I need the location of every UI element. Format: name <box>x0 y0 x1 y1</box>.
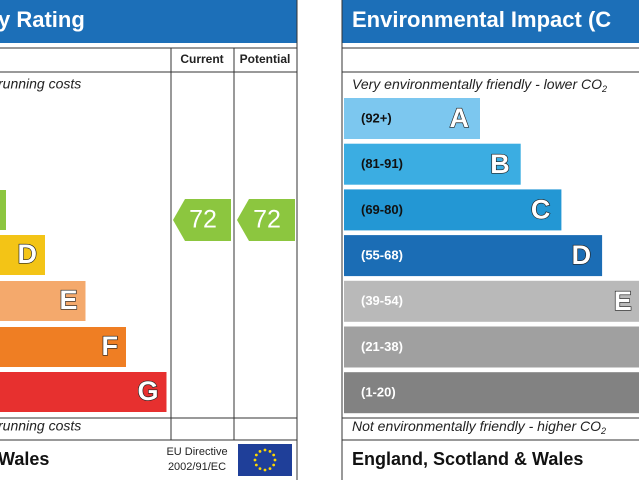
band-range: (92+) <box>361 110 392 125</box>
band-letter: C <box>531 195 551 225</box>
column-header: Current <box>180 52 223 66</box>
header-bar <box>342 0 639 43</box>
directive: EU Directive <box>166 446 227 458</box>
band-range: (39-54) <box>361 293 403 308</box>
potential-arrow <box>237 199 295 241</box>
band-letter: A <box>450 103 470 133</box>
env-band <box>344 189 562 231</box>
energy-band <box>0 281 86 321</box>
env-title: Environmental Impact (C <box>352 7 611 32</box>
top-note: Very environmentally friendly - lower CO… <box>352 76 607 95</box>
potential-rating: 72 <box>253 206 281 234</box>
energy-band <box>0 235 45 275</box>
column-header: Potential <box>240 52 291 66</box>
flag-star <box>272 463 276 467</box>
energy-band <box>0 372 167 412</box>
flag-star <box>258 449 262 453</box>
current-rating: 72 <box>189 206 217 234</box>
flag-star <box>272 453 276 457</box>
band-range: (81-91) <box>361 156 403 171</box>
energy-band <box>0 327 126 367</box>
directive: 2002/91/EC <box>168 461 226 473</box>
flag-star <box>263 468 267 472</box>
flag-star <box>273 458 277 462</box>
flag-star <box>253 458 257 462</box>
env-band <box>344 235 603 277</box>
env-band <box>344 326 639 368</box>
flag-star <box>254 463 258 467</box>
flag-star <box>268 449 272 453</box>
band-range: (69-80) <box>361 202 403 217</box>
band-letter: D <box>18 239 38 269</box>
bottom-note: Not environmentally friendly - higher CO… <box>352 418 606 437</box>
eu-flag <box>238 444 292 476</box>
env-band <box>344 280 639 322</box>
band-letter: G <box>137 376 158 406</box>
env-band <box>344 372 639 414</box>
band-range: (1-20) <box>361 385 396 400</box>
top-note: running costs <box>0 76 81 92</box>
band-c-sliver <box>0 190 6 230</box>
band-letter: F <box>102 331 119 361</box>
band-letter: D <box>572 240 592 270</box>
band-letter: E <box>614 286 632 316</box>
band-range: (21-38) <box>361 339 403 354</box>
flag-star <box>268 467 272 471</box>
flag-star <box>254 453 258 457</box>
flag-star <box>258 467 262 471</box>
bottom-note: running costs <box>0 418 81 434</box>
region: Wales <box>0 449 49 469</box>
band-letter: B <box>490 149 510 179</box>
band-range: (55-68) <box>361 248 403 263</box>
band-letter: E <box>59 285 77 315</box>
header-bar <box>0 0 297 43</box>
env-band <box>344 98 480 139</box>
flag-star <box>263 448 267 452</box>
region: England, Scotland & Wales <box>352 449 583 469</box>
energy-title: y Rating <box>0 7 85 32</box>
current-arrow <box>173 199 231 241</box>
env-band <box>344 143 521 185</box>
